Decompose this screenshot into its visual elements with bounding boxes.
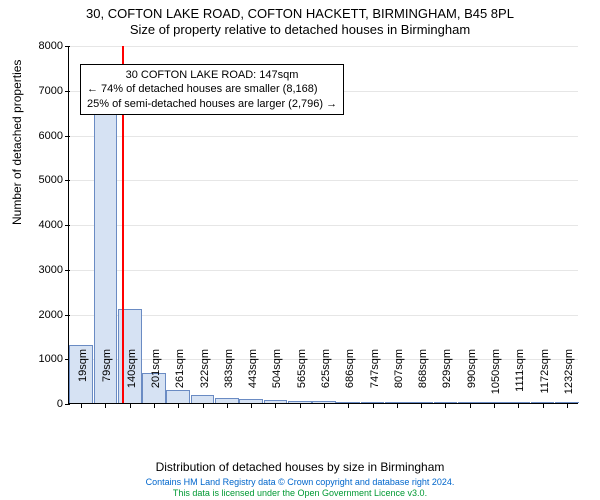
x-tick: 747sqm — [369, 349, 381, 409]
x-tick: 686sqm — [344, 349, 356, 409]
x-tick: 79sqm — [101, 349, 113, 409]
x-axis-label: Distribution of detached houses by size … — [0, 460, 600, 474]
y-tick: 8000 — [29, 40, 69, 52]
x-tick: 261sqm — [174, 349, 186, 409]
title-subtitle: Size of property relative to detached ho… — [0, 22, 600, 38]
x-tick: 625sqm — [320, 349, 332, 409]
x-tick: 1172sqm — [539, 349, 551, 409]
x-tick: 322sqm — [199, 349, 211, 409]
x-tick: 868sqm — [417, 349, 429, 409]
x-tick: 201sqm — [150, 349, 162, 409]
x-tick: 990sqm — [466, 349, 478, 409]
info-line-3: 25% of semi-detached houses are larger (… — [87, 97, 337, 111]
grid-line — [69, 46, 578, 47]
grid-line — [69, 180, 578, 181]
x-tick: 383sqm — [223, 349, 235, 409]
grid-line — [69, 270, 578, 271]
title-address: 30, COFTON LAKE ROAD, COFTON HACKETT, BI… — [0, 6, 600, 22]
info-box: 30 COFTON LAKE ROAD: 147sqm ← 74% of det… — [80, 64, 344, 115]
y-tick: 2000 — [29, 309, 69, 321]
y-tick: 1000 — [29, 353, 69, 365]
y-tick: 5000 — [29, 174, 69, 186]
x-tick: 504sqm — [271, 349, 283, 409]
grid-line — [69, 225, 578, 226]
x-tick: 1232sqm — [563, 349, 575, 409]
x-tick: 443sqm — [247, 349, 259, 409]
x-tick: 807sqm — [393, 349, 405, 409]
x-tick: 929sqm — [441, 349, 453, 409]
grid-line — [69, 315, 578, 316]
footer-line-2: This data is licensed under the Open Gov… — [0, 488, 600, 498]
x-tick: 1111sqm — [514, 349, 526, 409]
y-tick: 7000 — [29, 85, 69, 97]
x-tick: 140sqm — [126, 349, 138, 409]
y-tick: 6000 — [29, 130, 69, 142]
y-tick: 0 — [29, 398, 69, 410]
y-tick: 3000 — [29, 264, 69, 276]
chart-area: 01000200030004000500060007000800019sqm79… — [68, 46, 578, 404]
info-line-2: ← 74% of detached houses are smaller (8,… — [87, 82, 337, 96]
grid-line — [69, 136, 578, 137]
info-line-1: 30 COFTON LAKE ROAD: 147sqm — [87, 68, 337, 82]
y-tick: 4000 — [29, 219, 69, 231]
x-tick: 565sqm — [296, 349, 308, 409]
y-axis-label: Number of detached properties — [10, 60, 24, 225]
x-tick: 19sqm — [77, 349, 89, 409]
x-tick: 1050sqm — [490, 349, 502, 409]
footer: Contains HM Land Registry data © Crown c… — [0, 477, 600, 498]
footer-line-1: Contains HM Land Registry data © Crown c… — [0, 477, 600, 487]
